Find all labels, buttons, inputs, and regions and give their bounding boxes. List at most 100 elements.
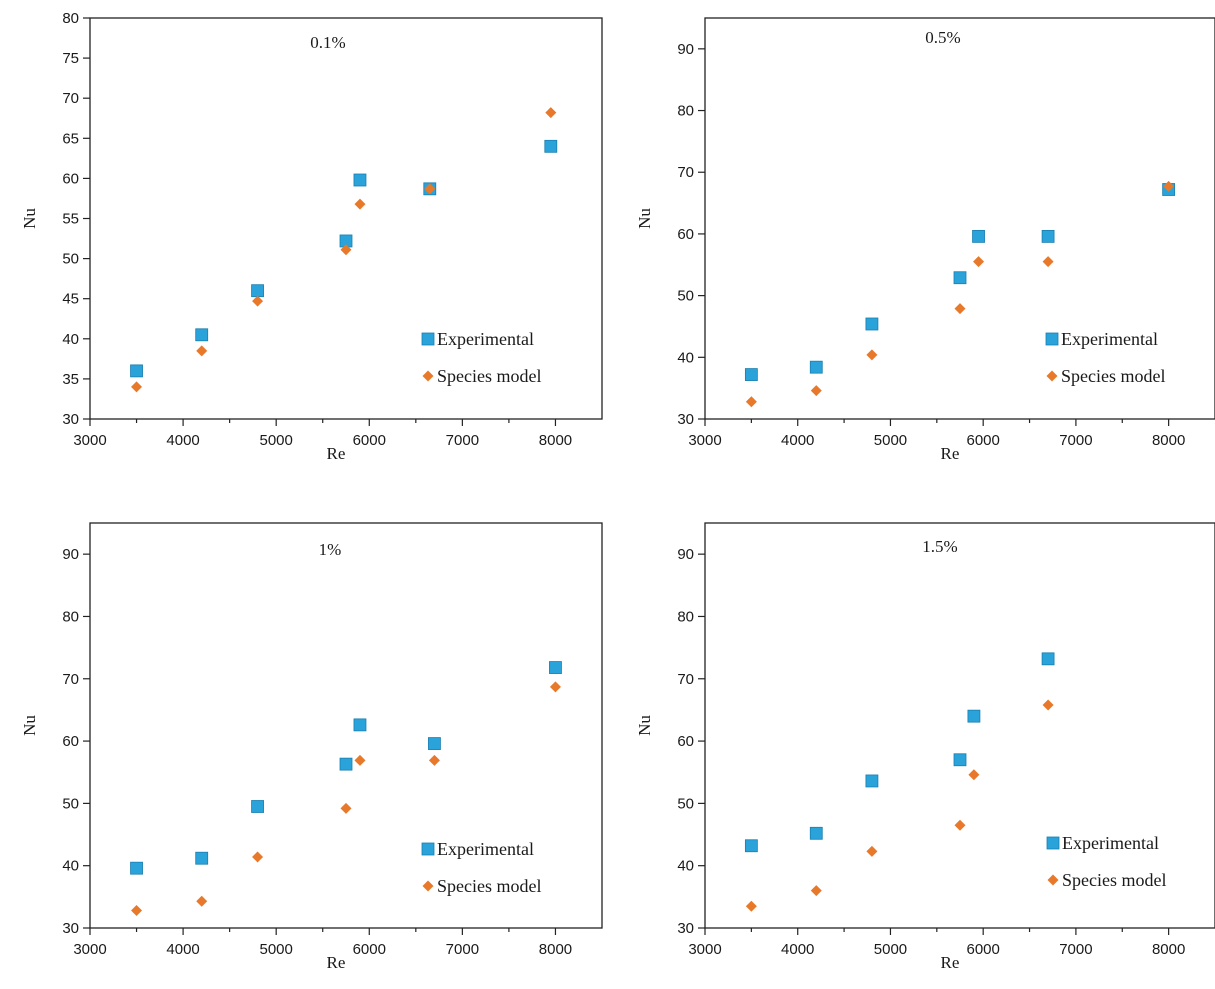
panel-label: 0.5% bbox=[925, 28, 960, 47]
x-tick-label: 8000 bbox=[1152, 432, 1185, 449]
y-tick-label: 80 bbox=[677, 103, 694, 120]
experimental-point bbox=[251, 284, 264, 298]
series-species-model bbox=[745, 699, 1054, 912]
experimental-point bbox=[130, 861, 143, 875]
species-model-point bbox=[954, 819, 966, 831]
plot-frame bbox=[89, 522, 603, 929]
y-tick-label: 70 bbox=[677, 164, 694, 181]
experimental-point bbox=[251, 800, 264, 813]
x-tick-label: 7000 bbox=[446, 941, 479, 958]
experimental-point bbox=[972, 229, 985, 243]
y-axis-label: Nu bbox=[20, 208, 39, 229]
x-tick-label: 8000 bbox=[539, 941, 572, 958]
y-tick-label: 75 bbox=[62, 50, 79, 67]
y-tick-label: 90 bbox=[677, 41, 694, 58]
y-tick-label: 30 bbox=[677, 920, 694, 937]
species-model-point bbox=[866, 349, 878, 361]
species-model-point bbox=[428, 754, 440, 766]
legend: Experimental Species model bbox=[1046, 833, 1166, 890]
experimental-point bbox=[809, 826, 823, 840]
y-tick-label: 40 bbox=[677, 858, 694, 875]
species-model-point bbox=[252, 851, 264, 863]
x-tick-label: 6000 bbox=[353, 941, 386, 958]
x-tick-label: 5000 bbox=[874, 941, 907, 958]
legend-square-icon bbox=[421, 332, 435, 346]
x-tick-label: 7000 bbox=[1059, 432, 1092, 449]
x-tick-label: 5000 bbox=[259, 941, 292, 958]
plot-frame bbox=[704, 522, 1215, 929]
x-axis-label: Re bbox=[941, 444, 960, 463]
experimental-point bbox=[1041, 652, 1055, 666]
series-species-model bbox=[131, 107, 557, 393]
x-axis-label: Re bbox=[327, 953, 346, 972]
experimental-point bbox=[865, 774, 879, 788]
species-model-point bbox=[196, 345, 208, 357]
species-model-point bbox=[354, 754, 366, 766]
y-tick-label: 50 bbox=[62, 251, 79, 268]
experimental-point bbox=[195, 328, 209, 342]
legend: Experimental Species model bbox=[421, 329, 541, 386]
species-model-point bbox=[973, 256, 985, 268]
species-model-point bbox=[131, 381, 143, 393]
legend-entry: Experimental bbox=[437, 839, 534, 859]
y-tick-label: 35 bbox=[62, 371, 79, 388]
species-model-point bbox=[810, 885, 822, 897]
species-model-point bbox=[545, 107, 557, 119]
y-tick-label: 70 bbox=[62, 90, 79, 107]
x-tick-label: 8000 bbox=[539, 432, 572, 449]
species-model-point bbox=[954, 303, 966, 315]
species-model-point bbox=[968, 769, 980, 781]
legend: Experimental Species model bbox=[421, 839, 541, 896]
series-experimental bbox=[744, 652, 1055, 853]
x-tick-label: 4000 bbox=[166, 941, 199, 958]
legend-entry: Species model bbox=[437, 366, 541, 386]
legend-entry: Experimental bbox=[1061, 329, 1158, 349]
legend-square-icon bbox=[421, 842, 435, 856]
legend-square-icon bbox=[1045, 332, 1059, 346]
experimental-point bbox=[339, 757, 353, 771]
legend-entry: Species model bbox=[1062, 870, 1166, 890]
y-axis-label: Nu bbox=[635, 715, 654, 736]
experimental-point bbox=[953, 271, 967, 285]
chart-panel-1: 30 35 40 45 50 55 60 65 70 75 80 3000 4000 5000 6000 70… bbox=[20, 10, 603, 463]
x-tick-label: 5000 bbox=[874, 432, 907, 449]
x-tick-label: 3000 bbox=[73, 432, 106, 449]
x-tick-label: 6000 bbox=[966, 432, 999, 449]
experimental-point bbox=[744, 368, 758, 381]
y-tick-label: 80 bbox=[62, 10, 79, 27]
legend-diamond-icon bbox=[1047, 874, 1059, 886]
experimental-point bbox=[967, 709, 981, 723]
y-tick-label: 60 bbox=[62, 170, 79, 187]
experimental-point bbox=[544, 139, 558, 153]
species-model-point bbox=[866, 845, 878, 857]
y-tick-label: 40 bbox=[677, 349, 694, 366]
y-tick-label: 55 bbox=[62, 211, 79, 228]
chart-panel-4: 30 40 50 60 70 80 90 3000 4000 5000 6000 7000 8000 Re… bbox=[635, 522, 1215, 972]
species-model-point bbox=[340, 244, 352, 256]
y-tick-label: 65 bbox=[62, 130, 79, 147]
y-tick-label: 60 bbox=[62, 733, 79, 750]
experimental-point bbox=[865, 317, 879, 331]
species-model-point bbox=[252, 295, 264, 307]
x-tick-label: 8000 bbox=[1152, 941, 1185, 958]
series-species-model bbox=[745, 180, 1175, 408]
species-model-point bbox=[340, 802, 352, 814]
chart-panel-3: 30 40 50 60 70 80 90 3000 4000 5000 6000 7000 8000 Re… bbox=[20, 522, 603, 972]
species-model-point bbox=[810, 385, 822, 397]
y-axis-label: Nu bbox=[635, 208, 654, 229]
x-tick-label: 4000 bbox=[166, 432, 199, 449]
series-species-model bbox=[131, 681, 561, 917]
y-tick-label: 70 bbox=[62, 671, 79, 688]
y-tick-label: 50 bbox=[677, 795, 694, 812]
y-tick-label: 60 bbox=[677, 733, 694, 750]
y-tick-label: 45 bbox=[62, 291, 79, 308]
species-model-point bbox=[745, 900, 757, 912]
species-model-point bbox=[1042, 256, 1054, 268]
panel-label: 1% bbox=[319, 540, 342, 559]
x-tick-label: 3000 bbox=[688, 941, 721, 958]
plot-frame bbox=[89, 17, 603, 420]
y-tick-label: 90 bbox=[677, 546, 694, 563]
experimental-point bbox=[744, 839, 758, 853]
y-tick-label: 30 bbox=[62, 411, 79, 428]
